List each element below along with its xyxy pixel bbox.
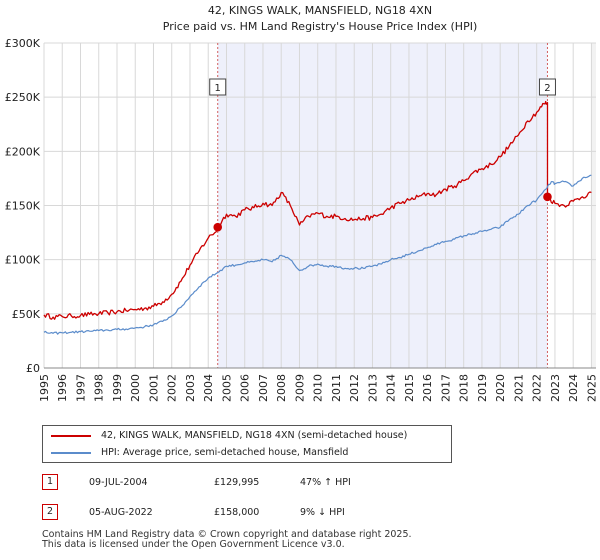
y-tick-label: £200K [5, 145, 41, 158]
x-tick-label: 2025 [585, 374, 598, 402]
footer-copyright: Contains HM Land Registry data © Crown c… [42, 529, 412, 540]
x-tick-label: 2020 [494, 374, 507, 402]
x-tick-label: 2001 [147, 374, 160, 402]
x-tick-label: 2021 [512, 374, 525, 402]
transaction-hpi-change: 9% ↓ HPI [300, 507, 345, 518]
y-tick-label: £50K [12, 308, 41, 321]
x-tick-label: 1995 [38, 374, 51, 402]
grid [43, 42, 596, 369]
transaction-row: 1 09-JUL-2004 £129,995 47% ↑ HPI [42, 474, 442, 492]
legend-label-property: 42, KINGS WALK, MANSFIELD, NG18 4XN (sem… [101, 430, 408, 441]
x-tick-label: 2016 [421, 374, 434, 402]
sale-label-box [209, 78, 227, 96]
transaction-date: 05-AUG-2022 [89, 507, 153, 518]
legend-label-hpi: HPI: Average price, semi-detached house,… [101, 447, 349, 458]
x-tick-label: 2003 [184, 374, 197, 402]
x-tick-label: 2002 [166, 374, 179, 402]
axes: £0 £50K £100K £150K £200K £250K £300K 1995 1996 1… [5, 37, 599, 402]
legend-item-property: 42, KINGS WALK, MANSFIELD, NG18 4XN (sem… [51, 428, 407, 444]
x-tick-label: 2011 [330, 374, 343, 402]
price-chart: 42, KINGS WALK, MANSFIELD, NG18 4XN Pric… [5, 4, 599, 402]
x-tick-label: 2006 [239, 374, 252, 402]
footer-licence: This data is licensed under the Open Gov… [42, 539, 345, 550]
legend-swatch-property [51, 434, 91, 437]
y-tick-label: £300K [5, 37, 41, 50]
x-tick-label: 2014 [385, 374, 398, 402]
transaction-row: 2 05-AUG-2022 £158,000 9% ↓ HPI [42, 504, 442, 522]
x-tick-label: 2009 [293, 374, 306, 402]
chart-subtitle: Price paid vs. HM Land Registry's House … [163, 20, 478, 33]
x-tick-label: 2012 [348, 374, 361, 402]
y-tick-label: £100K [5, 254, 41, 267]
sale-label-number: 1 [215, 83, 221, 94]
transaction-number: 1 [42, 474, 58, 490]
legend-swatch-hpi [51, 451, 91, 454]
x-tick-label: 1996 [56, 374, 69, 402]
transaction-price: £158,000 [214, 507, 260, 518]
x-tick-label: 2000 [129, 374, 142, 402]
x-tick-label: 2023 [549, 374, 562, 402]
x-tick-label: 2013 [366, 374, 379, 402]
x-tick-label: 1997 [74, 374, 87, 402]
legend: 42, KINGS WALK, MANSFIELD, NG18 4XN (sem… [42, 425, 452, 463]
sale-label-box [538, 78, 556, 96]
transaction-date: 09-JUL-2004 [89, 477, 148, 488]
x-tick-label: 2008 [275, 374, 288, 402]
x-tick-label: 1999 [111, 374, 124, 402]
x-tick-label: 2010 [312, 374, 325, 402]
sale-point-marker [543, 192, 552, 202]
x-tick-label: 2019 [476, 374, 489, 402]
x-tick-label: 1998 [93, 374, 106, 402]
y-tick-label: £0 [26, 362, 40, 375]
x-tick-label: 2004 [202, 374, 215, 402]
series-lines [43, 100, 592, 335]
x-tick-label: 2024 [567, 374, 580, 402]
y-tick-label: £250K [5, 91, 41, 104]
x-tick-label: 2007 [257, 374, 270, 402]
chart-title: 42, KINGS WALK, MANSFIELD, NG18 4XN [208, 4, 432, 17]
transaction-price: £129,995 [214, 477, 260, 488]
property-price-line [43, 100, 592, 320]
sale-point-marker [213, 222, 223, 232]
transaction-hpi-change: 47% ↑ HPI [300, 477, 351, 488]
legend-item-hpi: HPI: Average price, semi-detached house,… [51, 445, 348, 461]
transaction-number: 2 [42, 504, 58, 520]
footer: Contains HM Land Registry data © Crown c… [42, 530, 582, 550]
y-tick-label: £150K [5, 200, 41, 213]
x-tick-label: 2005 [220, 374, 233, 402]
x-tick-label: 2018 [458, 374, 471, 402]
x-tick-label: 2022 [531, 374, 544, 402]
x-tick-label: 2017 [439, 374, 452, 402]
x-tick-label: 2015 [403, 374, 416, 402]
sale-label-number: 2 [544, 83, 550, 94]
hpi-line [43, 174, 592, 335]
